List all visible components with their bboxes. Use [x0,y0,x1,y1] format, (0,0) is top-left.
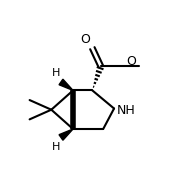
Text: NH: NH [117,104,135,117]
Polygon shape [59,79,73,90]
Text: O: O [126,55,136,68]
Text: O: O [80,33,90,46]
Polygon shape [59,129,73,140]
Text: H: H [52,68,60,78]
Text: H: H [52,142,60,152]
